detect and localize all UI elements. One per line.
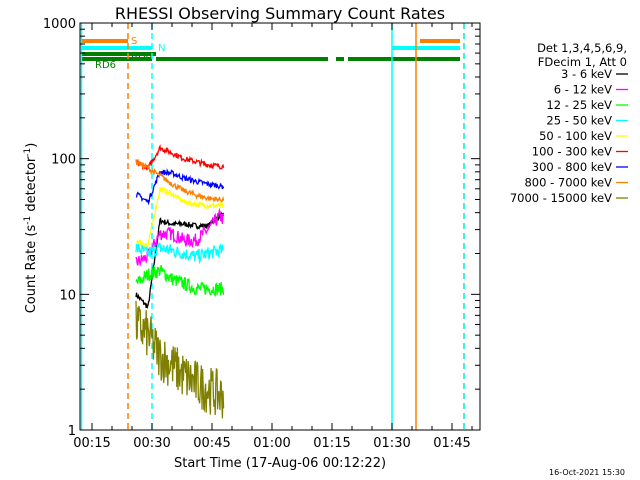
series-line [135, 168, 225, 206]
y-axis-label: Count Rate (s-1 detector-1) [23, 143, 39, 314]
legend: Det 1,3,4,5,6,9,FDecim 1, Att 03 - 6 keV… [510, 41, 628, 205]
legend-header-line: Det 1,3,4,5,6,9, [537, 41, 627, 55]
legend-header-line: FDecim 1, Att 0 [538, 55, 627, 69]
series-line [135, 242, 225, 265]
plot-frame [79, 22, 481, 431]
legend-entry-label: 300 - 800 keV [532, 160, 612, 174]
y-tick-label: 1000 [43, 17, 76, 32]
date-stamp: 16-Oct-2021 15:30 [549, 468, 625, 477]
x-tick-label: 00:45 [193, 436, 230, 451]
series-line [135, 159, 225, 203]
legend-entry-label: 12 - 25 keV [546, 98, 612, 112]
x-tick-label: 00:15 [73, 436, 110, 451]
state-bar-label: RD6 [95, 60, 116, 71]
y-axis-label-superscript: -1 [23, 148, 33, 157]
x-tick-label: 01:15 [313, 436, 350, 451]
legend-entry-label: 3 - 6 keV [561, 67, 612, 81]
x-tick-label: 01:45 [433, 436, 470, 451]
y-tick-label: 1 [68, 424, 76, 439]
series-line [135, 300, 225, 419]
chart-title: RHESSI Observing Summary Count Rates [115, 4, 445, 23]
x-axis-label: Start Time (17-Aug-06 00:12:22) [174, 456, 386, 471]
legend-entry-label: 25 - 50 keV [546, 114, 612, 128]
state-bar-label: N [158, 43, 165, 54]
x-tick-label: 01:00 [253, 436, 290, 451]
legend-entry-label: 6 - 12 keV [554, 83, 612, 97]
series-line [136, 186, 224, 248]
y-axis-label-part: detector [24, 156, 39, 216]
state-bar-label: S [131, 36, 137, 47]
x-tick-label: 01:30 [373, 436, 410, 451]
y-tick-label: 100 [51, 153, 76, 168]
series-layer [135, 144, 225, 419]
axes: 00:15 00:30 00:45 01:00 01:15 01:30 01:45 1 10 10… [43, 17, 480, 451]
legend-entry-label: 50 - 100 keV [539, 129, 612, 143]
legend-entry-label: 100 - 300 keV [532, 145, 612, 159]
legend-entry-label: 7000 - 15000 keV [510, 191, 612, 205]
y-tick-label: 10 [59, 288, 76, 303]
state-bars: SNRD0RD6 [81, 36, 460, 71]
x-tick-label: 00:30 [133, 436, 170, 451]
series-line [135, 144, 225, 171]
series-line [135, 264, 225, 298]
legend-entry-label: 800 - 7000 keV [524, 176, 612, 190]
y-axis-label-part: Count Rate (s [24, 225, 39, 314]
y-axis-label-superscript: -1 [23, 216, 33, 225]
y-axis-label-part: ) [24, 143, 39, 148]
